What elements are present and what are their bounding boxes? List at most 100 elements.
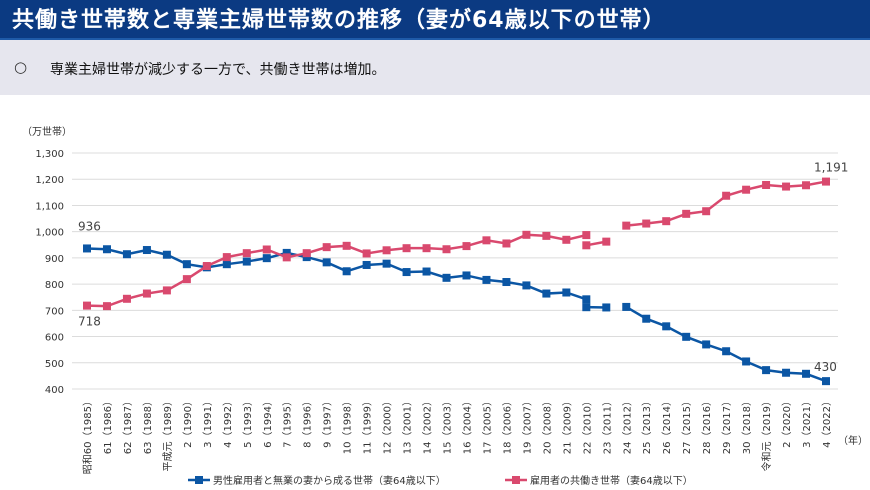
x-tick-label: 28（2016） <box>701 396 713 454</box>
data-point <box>102 245 111 254</box>
data-point <box>302 249 311 258</box>
data-point <box>602 237 611 246</box>
data-point <box>222 253 231 262</box>
x-tick-label: 6（1994） <box>262 396 274 448</box>
data-point <box>222 260 231 269</box>
legend-marker <box>512 476 520 484</box>
data-point <box>482 236 491 245</box>
data-label-last: 430 <box>814 360 837 374</box>
y-tick-label: 1,000 <box>35 228 64 239</box>
data-point <box>442 273 451 282</box>
data-point <box>262 245 271 254</box>
data-point <box>382 246 391 255</box>
summary-text: 専業主婦世帯が減少する一方で、共働き世帯は増加。 <box>50 62 386 78</box>
y-tick-label: 900 <box>45 254 64 265</box>
data-point <box>142 289 151 298</box>
data-point <box>322 243 331 252</box>
x-tick-label: 平成元（1989） <box>162 396 174 471</box>
series-line <box>626 180 827 227</box>
series-line <box>86 233 587 308</box>
data-point <box>582 231 591 240</box>
data-point <box>83 301 91 310</box>
data-point <box>242 249 251 258</box>
y-tick-label: 600 <box>45 333 64 344</box>
data-point <box>102 302 111 311</box>
x-tick-label: 29（2017） <box>721 396 733 454</box>
data-point <box>782 368 791 377</box>
data-point <box>682 209 691 218</box>
data-point <box>562 235 571 244</box>
x-tick-label: 15（2003） <box>442 396 454 454</box>
data-point <box>722 191 731 200</box>
data-point <box>542 231 551 240</box>
data-point <box>502 239 511 248</box>
data-point <box>802 369 811 378</box>
data-point <box>182 275 191 284</box>
x-tick-label: 13（2001） <box>402 396 414 454</box>
data-point <box>462 271 471 280</box>
data-point <box>822 377 830 386</box>
data-point <box>182 260 191 269</box>
data-point <box>562 288 571 297</box>
x-tick-label: 22（2010） <box>581 396 593 454</box>
x-tick-label: 11（1999） <box>362 396 374 454</box>
legend-label: 雇用者の共働き世帯（妻64歳以下） <box>530 474 693 487</box>
data-label-last: 1,191 <box>814 161 848 175</box>
x-tick-label: 27（2015） <box>681 396 693 454</box>
data-point <box>202 262 211 271</box>
data-point <box>762 180 771 189</box>
x-tick-label: 2（2020） <box>781 396 793 448</box>
data-label-first: 936 <box>78 219 101 233</box>
data-point <box>802 181 811 190</box>
data-point <box>782 182 791 191</box>
data-point <box>142 246 151 255</box>
data-point <box>402 244 411 253</box>
x-tick-label: 23（2011） <box>601 396 613 454</box>
data-point <box>662 217 671 226</box>
x-tick-label: 61（1986） <box>102 396 114 454</box>
page-title: 共働き世帯数と専業主婦世帯数の推移（妻が64歳以下の世帯） <box>12 8 666 33</box>
data-point <box>822 177 830 186</box>
data-point <box>642 219 651 228</box>
x-tick-label: 4（1992） <box>222 396 234 448</box>
data-point <box>362 249 371 258</box>
data-point <box>722 347 731 356</box>
data-label-first: 718 <box>78 315 101 329</box>
x-tick-label: 19（2007） <box>521 396 533 454</box>
data-point <box>642 314 651 323</box>
x-tick-label: 30（2018） <box>741 396 753 454</box>
data-point <box>162 286 171 295</box>
data-point <box>662 322 671 331</box>
x-tick-label: 3（1991） <box>202 396 214 448</box>
data-point <box>122 294 131 303</box>
y-tick-label: 1,300 <box>35 149 64 160</box>
legend-marker <box>195 476 203 484</box>
data-point <box>162 250 171 259</box>
data-point <box>542 289 551 298</box>
x-tick-label: 3（2021） <box>801 396 813 448</box>
data-point <box>682 332 691 341</box>
x-tick-label: 24（2012） <box>621 396 633 454</box>
data-point <box>482 275 491 284</box>
data-point <box>582 295 591 304</box>
x-tick-label: 62（1987） <box>122 396 134 454</box>
data-point <box>622 302 631 311</box>
x-tick-label: 5（1993） <box>242 396 254 448</box>
x-axis-unit: （年） <box>838 434 868 447</box>
x-tick-label: 10（1998） <box>342 396 354 454</box>
x-tick-label: 12（2000） <box>382 396 394 454</box>
data-point <box>282 248 291 257</box>
data-point <box>342 241 351 250</box>
legend-label: 男性雇用者と無業の妻から成る世帯（妻64歳以下） <box>213 474 446 487</box>
data-point <box>322 258 331 267</box>
data-point <box>402 268 411 277</box>
summary-band: ○ 専業主婦世帯が減少する一方で、共働き世帯は増加。 <box>0 40 870 95</box>
y-tick-label: 700 <box>45 306 64 317</box>
data-point <box>502 278 511 287</box>
data-point <box>702 207 711 216</box>
data-point <box>582 241 591 250</box>
data-point <box>522 281 531 290</box>
x-tick-label: 14（2002） <box>422 396 434 454</box>
data-point <box>522 230 531 239</box>
